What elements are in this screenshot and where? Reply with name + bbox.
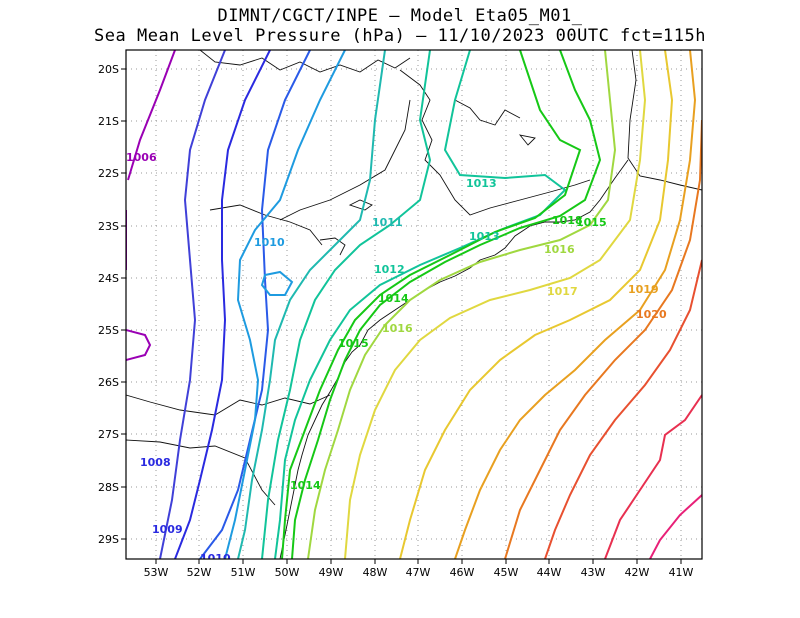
contour-label: 1011 (372, 216, 403, 229)
contour-label: 1020 (636, 308, 667, 321)
grid (126, 50, 702, 559)
contour-label: 1012 (374, 263, 405, 276)
contour-label: 1013 (466, 177, 497, 190)
map-title-line1: DIMNT/CGCT/INPE – Model Eta05_M01_ (217, 6, 583, 26)
lon-label: 51W (231, 566, 256, 579)
lat-label: 27S (98, 428, 119, 441)
isobar-1006 (127, 50, 176, 181)
lon-label: 49W (319, 566, 344, 579)
isobar-1010-closed (260, 270, 294, 296)
contour-labels: 1006 1008 1009 1010 1010 1011 1012 1013 … (126, 151, 667, 565)
isobar-1006b (126, 329, 152, 361)
lat-label: 24S (98, 272, 119, 285)
lon-label: 47W (406, 566, 431, 579)
contour-label: 1013 (469, 230, 500, 243)
lon-axis (155, 559, 682, 564)
isobar-1011 (237, 50, 386, 559)
contour-label: 1010 (254, 236, 285, 249)
lat-label: 21S (98, 115, 119, 128)
contour-label: 1006 (126, 151, 157, 164)
isobar-1020 (504, 119, 702, 559)
isobar-1018 (399, 50, 674, 559)
contour-label: 1015 (338, 337, 369, 350)
contour-label: 1008 (140, 456, 171, 469)
isobars (126, 50, 702, 559)
isobar-1014 (281, 50, 582, 559)
lat-labels: 20S 21S 22S 23S 24S 25S 26S 27S 28S 29S (98, 63, 119, 546)
lat-axis (121, 68, 126, 540)
lon-label: 48W (363, 566, 388, 579)
isobar-1007 (159, 50, 226, 559)
contour-label: 1016 (382, 322, 413, 335)
isobar-1017 (344, 50, 647, 559)
contour-label: 1015 (576, 216, 607, 229)
isobar-1010 (224, 50, 346, 559)
contour-label: 1017 (547, 285, 578, 298)
isobar-1009 (199, 50, 311, 559)
map-title-line2: Sea Mean Level Pressure (hPa) – 11/10/20… (94, 26, 706, 46)
lat-label: 20S (98, 63, 119, 76)
lat-label: 28S (98, 481, 119, 494)
plot-frame (125, 49, 703, 560)
isobar-1023 (649, 494, 702, 559)
lon-label: 52W (187, 566, 212, 579)
lon-label: 44W (537, 566, 562, 579)
lon-label: 43W (581, 566, 606, 579)
isobar-1012 (261, 50, 432, 559)
lat-label: 29S (98, 533, 119, 546)
contour-label: 1014 (290, 479, 321, 492)
lon-label: 42W (625, 566, 650, 579)
coastline (126, 50, 702, 559)
lat-label: 23S (98, 220, 119, 233)
lat-label: 25S (98, 324, 119, 337)
lat-label: 22S (98, 167, 119, 180)
lon-labels: 53W 52W 51W 50W 49W 48W 47W 46W 45W 44W … (144, 566, 694, 579)
isobar-1021 (544, 259, 702, 559)
contour-label: 1016 (544, 243, 575, 256)
contour-label: 1019 (628, 283, 659, 296)
contour-label: 1018 (552, 214, 583, 227)
lon-label: 46W (450, 566, 475, 579)
lon-label: 45W (494, 566, 519, 579)
contour-label: 1014 (378, 292, 409, 305)
isobar-1015 (291, 50, 602, 559)
lat-label: 26S (98, 376, 119, 389)
isobar-1019 (454, 50, 697, 559)
lon-label: 41W (669, 566, 694, 579)
isobar-1008 (174, 50, 271, 559)
contour-label: 1009 (152, 523, 183, 536)
isobar-1016 (307, 50, 617, 559)
isobar-1013 (274, 50, 567, 559)
contour-label: 1010 (200, 552, 231, 565)
lon-label: 53W (144, 566, 169, 579)
isobar-1022 (604, 394, 702, 559)
lon-label: 50W (275, 566, 300, 579)
